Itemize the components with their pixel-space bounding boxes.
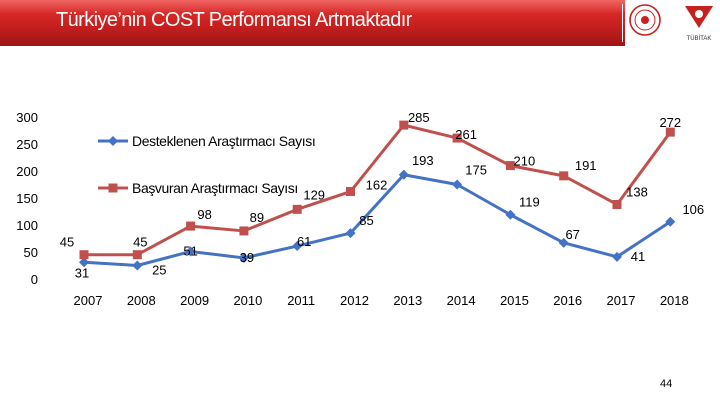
data-label: 25	[152, 263, 166, 278]
data-label: 119	[519, 195, 540, 210]
data-label: 45	[60, 235, 74, 250]
data-label: 67	[565, 227, 579, 242]
data-label: 162	[366, 178, 388, 193]
data-point	[79, 257, 89, 268]
y-tick-label: 100	[16, 218, 38, 233]
data-point	[665, 127, 675, 137]
data-label: 61	[297, 234, 311, 249]
data-point	[665, 216, 676, 227]
x-tick-label: 2013	[393, 293, 422, 308]
data-point	[186, 221, 196, 231]
tubitak-logo-icon: TÜBİTAK	[685, 6, 713, 42]
data-label: 138	[626, 184, 648, 199]
data-point	[79, 250, 89, 260]
y-tick-label: 300	[16, 110, 38, 125]
x-axis: 2007 2008 2009 2010 2011 2012 2013 2014 2015 2016…	[74, 293, 689, 308]
data-label: 89	[250, 210, 264, 225]
data-point	[239, 226, 249, 236]
data-point	[505, 161, 515, 171]
legend-marker	[108, 136, 118, 146]
series-2: 45 45 98 89 129 162 285 261 210 191 138 272	[60, 110, 681, 260]
data-point	[132, 260, 143, 271]
legend-marker	[108, 183, 118, 193]
legend-label: Başvuran Araştırmacı Sayısı	[132, 180, 298, 196]
data-point	[292, 204, 302, 214]
page-title: Türkiye’nin COST Performansı Artmaktadır	[56, 9, 412, 31]
data-label: 210	[514, 154, 536, 169]
x-tick-label: 2007	[74, 293, 103, 308]
data-point	[612, 199, 622, 209]
data-label: 193	[412, 153, 434, 168]
x-tick-label: 2009	[180, 293, 209, 308]
title-bar: Türkiye’nin COST Performansı Artmaktadır	[0, 0, 720, 46]
data-label: 51	[183, 243, 197, 258]
title-bar-shine	[0, 0, 720, 14]
logos-svg: TÜBİTAK	[629, 4, 713, 42]
series-1: 31 25 51 39 61 85 193 175 119 67 41 106	[75, 153, 704, 280]
data-label: 106	[682, 202, 704, 217]
series-line	[83, 173, 672, 267]
y-tick-label: 250	[16, 137, 38, 152]
x-tick-label: 2016	[553, 293, 582, 308]
data-point	[238, 252, 249, 263]
data-point	[399, 120, 409, 130]
y-tick-label: 200	[16, 164, 38, 179]
data-point	[398, 169, 409, 180]
x-tick-label: 2018	[660, 293, 689, 308]
data-label: 85	[359, 213, 373, 228]
data-label: 272	[659, 115, 681, 130]
series-layer: 31 25 51 39 61 85 193 175 119 67 41 106 45 45 98 89 129 1…	[60, 110, 704, 280]
x-tick-label: 2014	[447, 293, 476, 308]
data-label: 191	[575, 158, 597, 173]
x-tick-label: 2012	[340, 293, 369, 308]
x-tick-label: 2017	[607, 293, 636, 308]
y-tick-label: 50	[24, 245, 38, 260]
data-point	[292, 241, 303, 252]
page-number: 44	[660, 378, 673, 390]
data-point	[345, 228, 356, 239]
tubitak-logo-text: TÜBİTAK	[687, 35, 712, 42]
data-label: 129	[303, 187, 325, 202]
data-label: 39	[240, 250, 254, 265]
ministry-seal-icon	[629, 4, 661, 36]
data-label: 41	[631, 249, 645, 264]
data-point	[452, 133, 462, 143]
data-point	[452, 179, 463, 190]
legend-item: Başvuran Araştırmacı Sayısı	[98, 180, 298, 196]
data-point	[346, 187, 355, 197]
x-tick-label: 2011	[287, 293, 315, 308]
data-point	[558, 237, 569, 248]
y-tick-label: 0	[31, 272, 38, 287]
x-tick-label: 2010	[233, 293, 262, 308]
data-label: 261	[455, 127, 477, 142]
data-label: 31	[75, 265, 89, 280]
series-line	[84, 123, 672, 257]
legend-label: Desteklenen Araştırmacı Sayısı	[132, 133, 315, 149]
logo-separator	[622, 4, 623, 42]
logo-area: TÜBİTAK	[625, 0, 720, 46]
y-tick-label: 150	[16, 191, 38, 206]
data-label: 285	[408, 110, 430, 125]
data-label: 98	[197, 207, 211, 222]
x-tick-label: 2008	[127, 293, 156, 308]
data-point	[505, 209, 516, 220]
data-point	[185, 246, 196, 257]
x-tick-label: 2015	[500, 293, 529, 308]
legend-item: Desteklenen Araştırmacı Sayısı	[98, 133, 316, 149]
data-point	[612, 251, 622, 262]
legend: Desteklenen Araştırmacı Sayısı Başvuran A…	[98, 133, 316, 196]
data-point	[132, 250, 142, 260]
data-label: 175	[465, 163, 487, 178]
data-label: 45	[133, 235, 147, 250]
data-point	[559, 171, 569, 181]
y-axis: 0 50 100 150 200 250 300	[16, 110, 38, 287]
